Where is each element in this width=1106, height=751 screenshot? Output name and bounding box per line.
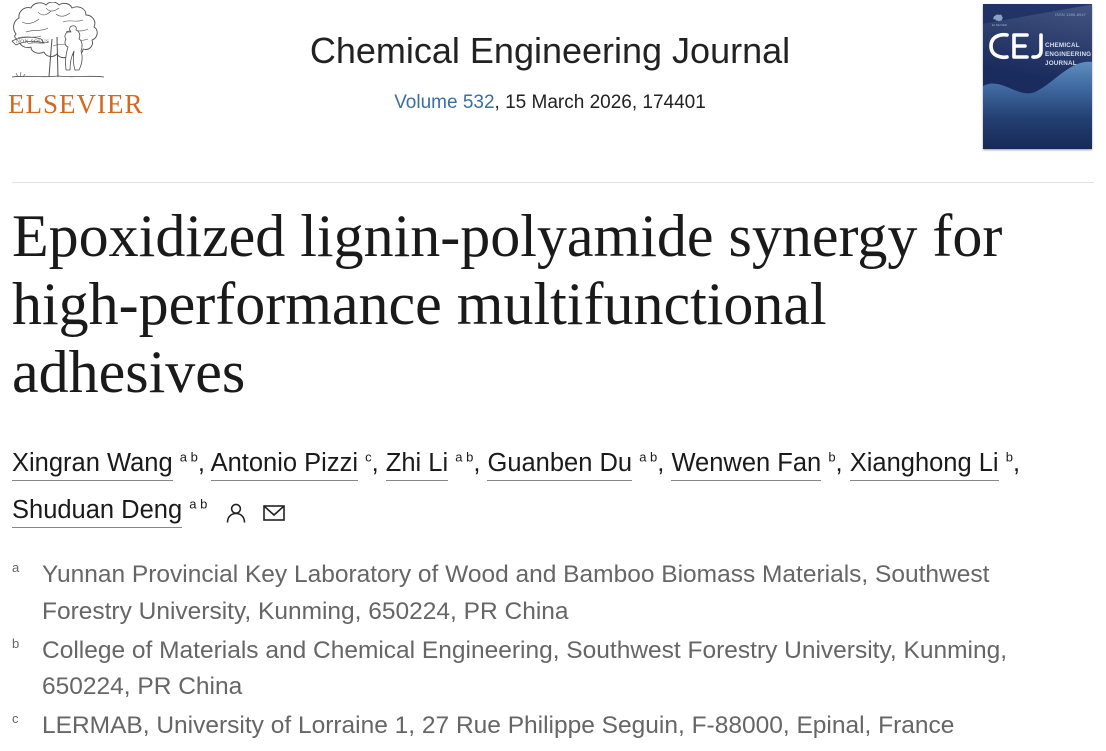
svg-text:NON SOLUS: NON SOLUS: [16, 39, 49, 45]
